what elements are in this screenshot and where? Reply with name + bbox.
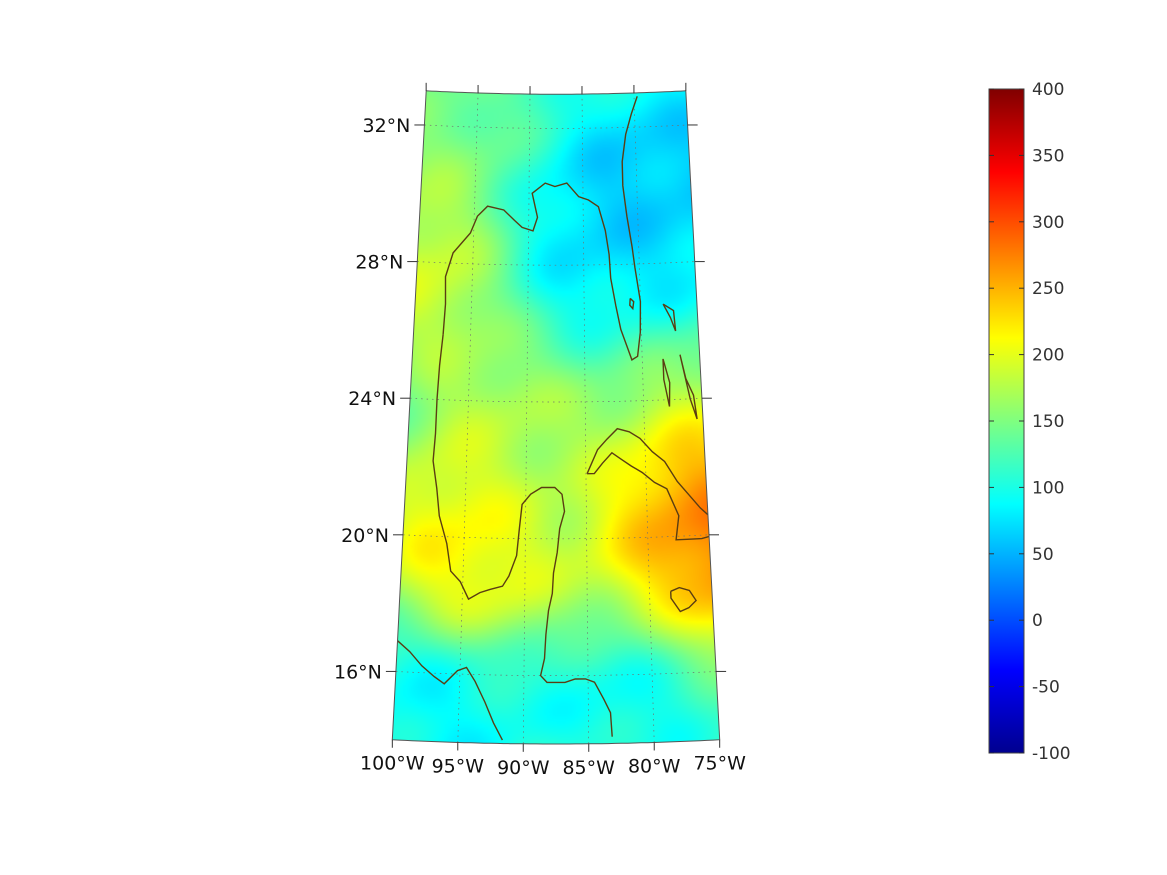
colorbar-tick-label: 400 <box>1032 80 1064 100</box>
meridian-line <box>581 94 590 744</box>
coastline <box>670 586 698 613</box>
lon-tick-label: 75°W <box>693 753 746 775</box>
lat-tick-label: 20°N <box>341 525 389 547</box>
coastlines <box>397 96 720 741</box>
meridian-line <box>522 94 531 744</box>
meridian-line <box>633 92 655 743</box>
lat-tick-label: 28°N <box>355 252 403 274</box>
parallel-line <box>395 671 717 676</box>
longitude-labels: 100°W 95°W 90°W 85°W 80°W 75°W <box>360 753 746 779</box>
colorbar-tick-label: 150 <box>1032 412 1064 432</box>
colorbar-tick-label: 100 <box>1032 478 1064 498</box>
map-frame-ticks <box>385 82 727 752</box>
colorbar-gradient <box>988 88 1025 754</box>
lat-tick-label: 16°N <box>334 661 382 683</box>
latitude-labels: 16°N 20°N 24°N 28°N 32°N <box>334 115 410 683</box>
parallel-line <box>410 397 702 403</box>
lat-tick-label: 24°N <box>348 388 396 410</box>
colorbar-tick-label: -50 <box>1032 678 1060 698</box>
colorbar-tick-label: 200 <box>1032 346 1064 366</box>
graticule <box>395 92 717 744</box>
coastline <box>662 358 671 407</box>
colorbar: 400 350 300 250 200 150 100 50 0 -50 -100 <box>988 80 1071 764</box>
colorbar-tick-label: 50 <box>1032 545 1054 565</box>
coastline <box>432 334 613 737</box>
lon-tick-label: 85°W <box>562 757 615 779</box>
meridian-line <box>457 92 479 743</box>
colorbar-tick-label: -100 <box>1032 744 1071 764</box>
coastline <box>629 297 635 311</box>
lon-tick-label: 95°W <box>432 756 485 778</box>
coastline <box>397 640 504 741</box>
coastline <box>662 303 677 332</box>
coastline <box>715 535 720 593</box>
lon-tick-label: 90°W <box>497 757 550 779</box>
lon-tick-label: 80°W <box>628 756 681 778</box>
lon-tick-label: 100°W <box>360 753 425 775</box>
coastline <box>679 354 698 420</box>
parallel-line <box>417 261 695 266</box>
colorbar-tick-label: 250 <box>1032 279 1064 299</box>
lat-tick-label: 32°N <box>363 115 411 137</box>
coastline <box>442 96 642 361</box>
colorbar-tick-label: 350 <box>1032 146 1064 166</box>
colorbar-tick-label: 0 <box>1032 611 1043 631</box>
colorbar-ticks: 400 350 300 250 200 150 100 50 0 -50 -100 <box>989 80 1071 764</box>
colorbar-tick-label: 300 <box>1032 213 1064 233</box>
